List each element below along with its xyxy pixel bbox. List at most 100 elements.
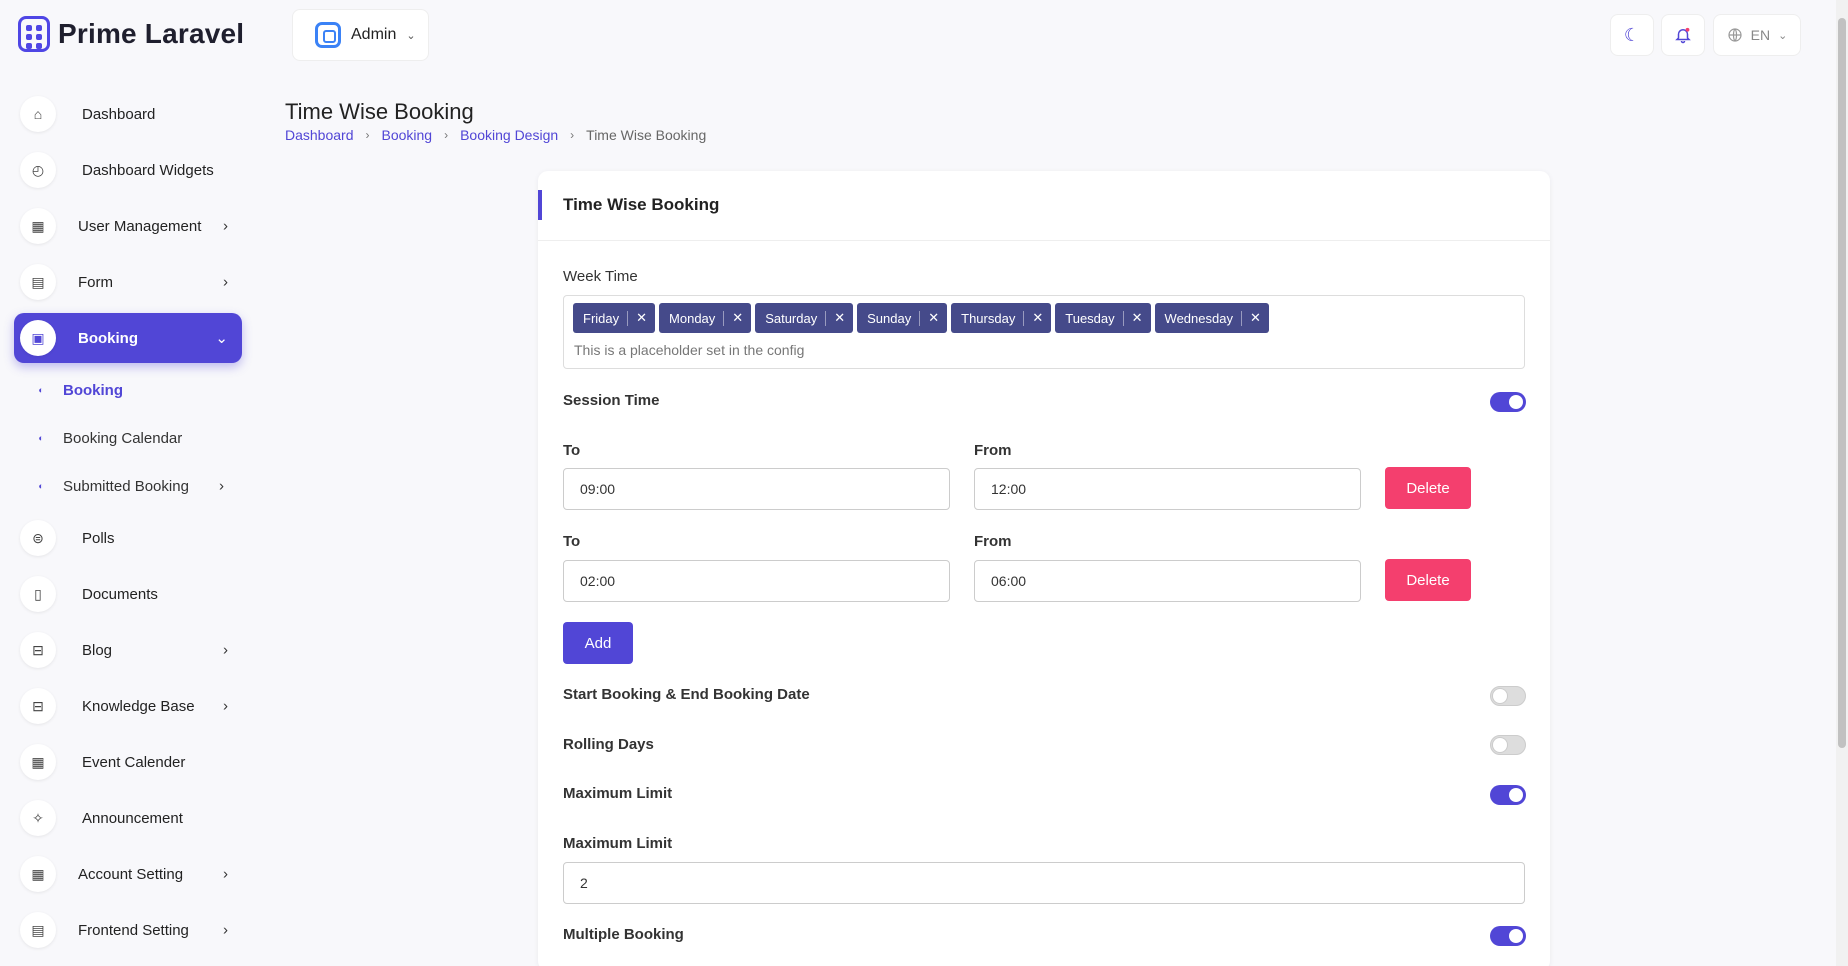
submenu-item-submitted-booking[interactable]: ◐ Submitted Booking › <box>14 462 242 510</box>
sidebar-item-booking[interactable]: ▣ Booking ⌄ <box>14 313 242 363</box>
maximum-limit-label: Maximum Limit <box>563 835 673 852</box>
sidebar-item-label: Polls <box>82 529 115 547</box>
sidebar-nav: ⌂ Dashboard ◴ Dashboard Widgets ▦ User M… <box>14 86 242 958</box>
chevron-down-icon: ⌄ <box>215 330 228 347</box>
delete-session-button[interactable]: Delete <box>1385 467 1471 509</box>
sidebar-item-blog[interactable]: ⊟ Blog › <box>14 622 242 678</box>
multiple-booking-label: Multiple Booking <box>563 926 684 943</box>
sidebar-item-label: User Management <box>78 217 202 235</box>
brand-name: Prime Laravel <box>58 18 245 49</box>
close-icon[interactable]: ✕ <box>1249 310 1261 325</box>
chevron-right-icon: › <box>223 641 228 659</box>
sidebar-item-knowledge-base[interactable]: ⊟ Knowledge Base › <box>14 678 242 734</box>
language-label: EN <box>1750 27 1771 43</box>
role-label: Admin <box>351 26 397 43</box>
language-selector[interactable]: EN ⌄ <box>1713 14 1801 56</box>
page-scrollbar[interactable] <box>1836 0 1848 966</box>
page-title: Time Wise Booking <box>285 99 474 124</box>
start-end-booking-toggle[interactable] <box>1490 686 1526 706</box>
sidebar-item-label: Event Calender <box>82 753 186 771</box>
booking-icon: ▣ <box>20 320 56 356</box>
sidebar-item-dashboard-widgets[interactable]: ◴ Dashboard Widgets <box>14 142 242 198</box>
chevron-down-icon: ⌄ <box>1778 29 1788 42</box>
rolling-days-toggle[interactable] <box>1490 735 1526 755</box>
document-icon: ▯ <box>20 576 56 612</box>
close-icon[interactable]: ✕ <box>1032 310 1044 325</box>
brand[interactable]: Prime Laravel <box>18 16 244 52</box>
tag-label: Tuesday <box>1065 310 1124 326</box>
sidebar-item-documents[interactable]: ▯ Documents <box>14 566 242 622</box>
submenu-item-booking-calendar[interactable]: ◐ Booking Calendar <box>14 414 242 462</box>
sidebar-item-label: Booking <box>78 329 138 347</box>
week-time-multiselect[interactable]: Friday ✕ Monday ✕ Saturday ✕ Sunday ✕ Thursd… <box>563 295 1525 369</box>
session-from-label: From <box>974 533 1012 550</box>
scrollbar-thumb[interactable] <box>1838 18 1846 748</box>
sidebar-item-announcement[interactable]: ✧ Announcement <box>14 790 242 846</box>
close-icon[interactable]: ✕ <box>1131 310 1143 325</box>
card-header: Time Wise Booking <box>538 171 1550 241</box>
notifications-button[interactable] <box>1661 14 1705 56</box>
calendar-icon: ▦ <box>20 744 56 780</box>
brand-logo-icon <box>18 16 50 52</box>
close-icon[interactable]: ✕ <box>928 310 940 325</box>
session-to-label: To <box>563 442 581 459</box>
breadcrumb-dashboard[interactable]: Dashboard <box>285 127 354 143</box>
tag-tuesday: Tuesday ✕ <box>1055 303 1151 333</box>
sidebar-item-dashboard[interactable]: ⌂ Dashboard <box>14 86 242 142</box>
delete-session-button[interactable]: Delete <box>1385 559 1471 601</box>
sidebar-item-user-management[interactable]: ▦ User Management › <box>14 198 242 254</box>
sidebar-item-event-calender[interactable]: ▦ Event Calender <box>14 734 242 790</box>
card-title: Time Wise Booking <box>563 195 720 214</box>
sidebar-item-frontend-setting[interactable]: ▤ Frontend Setting › <box>14 902 242 958</box>
dark-mode-button[interactable]: ☾ <box>1610 14 1654 56</box>
close-icon[interactable]: ✕ <box>732 310 744 325</box>
chevron-right-icon: › <box>223 865 228 883</box>
booking-card: Time Wise Booking Week Time Friday ✕ Mond… <box>538 171 1550 966</box>
session-to-input[interactable] <box>563 468 950 510</box>
session-to-input[interactable] <box>563 560 950 602</box>
role-switcher[interactable]: Admin ⌄ <box>292 9 429 61</box>
sidebar-item-form[interactable]: ▤ Form › <box>14 254 242 310</box>
tag-wednesday: Wednesday ✕ <box>1154 303 1269 333</box>
close-icon[interactable]: ✕ <box>834 310 846 325</box>
tag-label: Saturday <box>765 310 827 326</box>
tag-monday: Monday ✕ <box>659 303 752 333</box>
maximum-limit-toggle[interactable] <box>1490 785 1526 805</box>
submenu-item-booking[interactable]: ◐ Booking <box>14 366 242 414</box>
breadcrumb: Dashboard › Booking › Booking Design › T… <box>285 127 706 143</box>
session-from-label: From <box>974 442 1012 459</box>
breadcrumb-booking[interactable]: Booking <box>381 127 433 143</box>
book-icon: ⊟ <box>20 688 56 724</box>
session-time-toggle[interactable] <box>1490 392 1526 412</box>
sidebar-item-account-setting[interactable]: ▦ Account Setting › <box>14 846 242 902</box>
add-session-button[interactable]: Add <box>563 622 633 664</box>
session-time-label: Session Time <box>563 392 660 409</box>
sidebar-item-polls[interactable]: ⊜ Polls <box>14 510 242 566</box>
submenu-item-label: Booking <box>63 381 123 399</box>
chevron-right-icon: › <box>223 217 228 235</box>
week-time-tags: Friday ✕ Monday ✕ Saturday ✕ Sunday ✕ Thursd… <box>573 303 1269 333</box>
globe-icon <box>1728 28 1742 42</box>
chevron-down-icon: ⌄ <box>406 29 416 42</box>
tag-sunday: Sunday ✕ <box>857 303 948 333</box>
layout-icon: ▤ <box>20 912 56 948</box>
breadcrumb-booking-design[interactable]: Booking Design <box>460 127 559 143</box>
home-icon: ⌂ <box>20 96 56 132</box>
maximum-limit-toggle-label: Maximum Limit <box>563 785 673 802</box>
dot-icon: ◐ <box>38 385 44 395</box>
rolling-days-label: Rolling Days <box>563 736 654 753</box>
sidebar: Prime Laravel ⌂ Dashboard ◴ Dashboard Wi… <box>0 0 245 966</box>
sidebar-item-label: Blog <box>82 641 113 659</box>
table-icon: ▤ <box>20 264 56 300</box>
session-from-input[interactable] <box>974 560 1361 602</box>
sidebar-item-label: Announcement <box>82 809 183 827</box>
gauge-icon: ◴ <box>20 152 56 188</box>
chevron-right-icon: › <box>223 273 228 291</box>
session-from-input[interactable] <box>974 468 1361 510</box>
dot-icon: ◐ <box>38 481 44 491</box>
grid-icon: ▦ <box>20 208 56 244</box>
sidebar-item-label: Knowledge Base <box>82 697 195 715</box>
maximum-limit-input[interactable] <box>563 862 1525 904</box>
multiple-booking-toggle[interactable] <box>1490 926 1526 946</box>
close-icon[interactable]: ✕ <box>636 310 648 325</box>
